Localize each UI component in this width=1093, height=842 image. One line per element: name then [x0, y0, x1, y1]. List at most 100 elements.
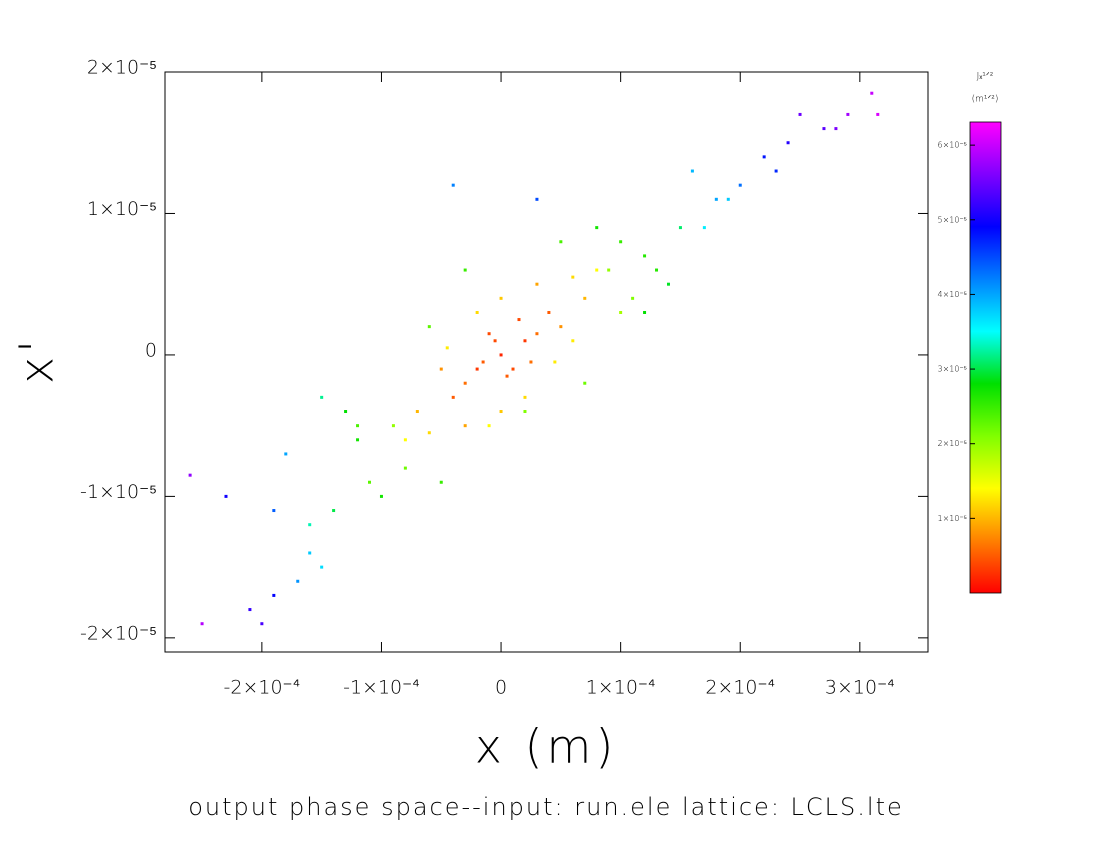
point — [846, 112, 850, 116]
point — [356, 424, 360, 428]
point — [200, 622, 204, 626]
point — [595, 268, 599, 272]
point — [356, 438, 360, 442]
point — [272, 509, 276, 513]
point — [487, 424, 491, 428]
point — [714, 197, 718, 201]
point — [762, 155, 766, 159]
point — [535, 282, 539, 286]
point — [463, 424, 467, 428]
point — [738, 183, 742, 187]
y-tick-label: -1×10⁻⁵ — [80, 481, 157, 503]
point — [553, 360, 557, 364]
point — [655, 268, 659, 272]
point — [188, 473, 192, 477]
point — [403, 438, 407, 442]
point — [643, 310, 647, 314]
point — [702, 226, 706, 230]
point — [344, 410, 348, 414]
colorbar-tick-label: 2×10⁻⁵ — [937, 439, 967, 448]
point — [493, 339, 497, 343]
point — [631, 296, 635, 300]
point — [607, 268, 611, 272]
point — [547, 310, 551, 314]
x-tick-label: 2×10⁻⁴ — [705, 677, 775, 699]
colorbar-unit: (m¹ᐟ²) — [972, 95, 999, 105]
point — [726, 197, 730, 201]
colorbar-title: Jₓ¹ᐟ² — [977, 72, 994, 82]
point — [463, 268, 467, 272]
point — [308, 523, 312, 527]
point — [332, 509, 336, 513]
point — [559, 240, 563, 244]
point — [876, 112, 880, 116]
point — [475, 310, 479, 314]
point — [517, 318, 521, 322]
point — [427, 325, 431, 329]
y-axis-title: x' — [10, 336, 64, 384]
point — [499, 410, 503, 414]
point — [523, 410, 527, 414]
point — [308, 551, 312, 555]
point — [571, 275, 575, 279]
point — [535, 332, 539, 336]
point — [499, 296, 503, 300]
plot-frame — [164, 71, 929, 653]
colorbar-tick-label: 5×10⁻⁵ — [937, 215, 967, 224]
point — [619, 240, 623, 244]
x-tick-label: -2×10⁻⁴ — [224, 677, 301, 699]
x-tick-label: 0 — [495, 677, 507, 699]
colorbar — [969, 121, 1002, 594]
point — [391, 424, 395, 428]
point — [774, 169, 778, 173]
colorbar-tick-label: 6×10⁻⁵ — [937, 141, 967, 150]
point — [535, 197, 539, 201]
point — [475, 367, 479, 371]
point — [427, 431, 431, 435]
y-tick-label: 1×10⁻⁵ — [87, 198, 157, 220]
point — [439, 367, 443, 371]
x-tick-label: 3×10⁻⁴ — [825, 677, 895, 699]
point — [248, 608, 252, 612]
point — [595, 226, 599, 230]
point — [666, 282, 670, 286]
point — [690, 169, 694, 173]
point — [529, 360, 533, 364]
points — [188, 91, 880, 626]
point — [559, 325, 563, 329]
y-tick-label: 2×10⁻⁵ — [87, 57, 157, 79]
x-tick-label: 1×10⁻⁴ — [586, 677, 656, 699]
point — [678, 226, 682, 230]
y-tick-label: -2×10⁻⁵ — [80, 622, 157, 644]
colorbar-tick-label: 3×10⁻⁵ — [937, 365, 967, 374]
point — [403, 466, 407, 470]
point — [499, 353, 503, 357]
point — [445, 346, 449, 350]
point — [571, 339, 575, 343]
colorbar-tick-label: 4×10⁻⁵ — [937, 290, 967, 299]
point — [451, 183, 455, 187]
x-tick-label: -1×10⁻⁴ — [343, 677, 420, 699]
point — [523, 395, 527, 399]
x-axis-title: x (m) — [475, 720, 618, 774]
point — [523, 339, 527, 343]
point — [798, 112, 802, 116]
point — [224, 494, 228, 498]
point — [451, 395, 455, 399]
point — [260, 622, 264, 626]
point — [870, 91, 874, 95]
point — [463, 381, 467, 385]
point — [822, 127, 826, 131]
point — [272, 593, 276, 597]
chart-title: output phase space--input: run.ele latti… — [188, 793, 904, 821]
point — [296, 579, 300, 583]
colorbar-tick-label: 1×10⁻⁵ — [937, 514, 967, 523]
point — [368, 480, 372, 484]
point — [834, 127, 838, 131]
point — [415, 410, 419, 414]
point — [786, 141, 790, 145]
point — [481, 360, 485, 364]
point — [643, 254, 647, 258]
point — [284, 452, 288, 456]
